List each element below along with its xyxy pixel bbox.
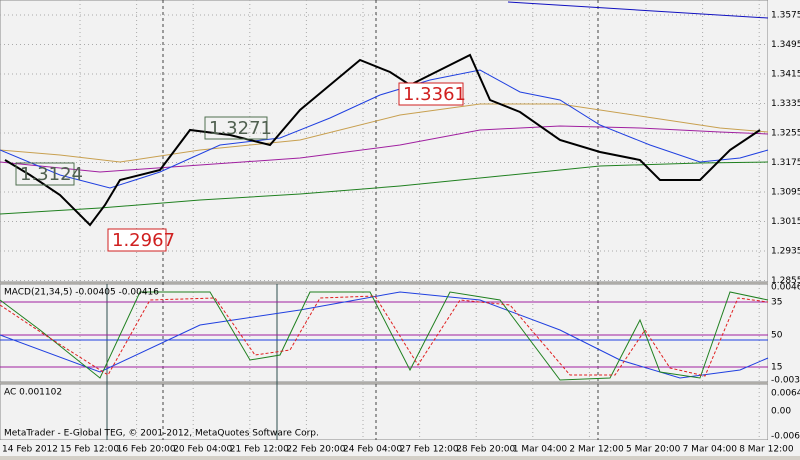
price-label: 1.2855 [771,276,800,286]
macd-axis-label: 15 [771,363,782,373]
time-label: 24 Feb 04:00 [343,445,402,455]
ac-label: AC 0.001102 [4,388,62,398]
macd-axis-label: -0.00386 [771,376,800,386]
price-path [4,53,761,227]
time-label: 2 Mar 12:00 [569,445,624,455]
macd-axis-label: 35 [771,298,782,308]
ac-axis-label: 0.00 [771,407,791,417]
price-label: 1.3575 [771,11,800,21]
price-annotation: 1.3361 [403,84,466,105]
time-label: 15 Feb 12:00 [60,445,119,455]
label-box [204,116,268,140]
axis-strip [768,0,800,456]
time-label: 1 Mar 04:00 [513,445,568,455]
stoch-signal [0,295,769,377]
ac-axis-label: 0.00642 [771,389,800,399]
price-label: 1.2935 [771,247,800,257]
copyright: MetaTrader - E-Global TEG, © 2001-2012, … [4,429,319,439]
label-box [398,82,464,106]
label-box [107,228,167,252]
price-label: 1.3255 [771,129,800,139]
time-strip [0,440,768,456]
time-label: 16 Feb 20:00 [117,445,176,455]
macd-label: MACD(21,34,5) -0.00405 -0.00416 [4,288,159,298]
ma-long [0,161,769,215]
stoch-main [0,291,769,381]
ac-axis-label: -0.00602 [771,432,800,442]
price-annotation: 1.3124 [20,164,83,185]
price-label: 1.3175 [771,158,800,168]
price-label: 1.3015 [771,217,800,227]
price-annotation: 1.2967 [112,230,175,251]
macd-axis-label: 50 [771,331,783,341]
ma-mid [0,125,769,173]
price-label: 1.3335 [771,99,800,109]
time-label: 7 Mar 04:00 [683,445,738,455]
label-box [15,162,75,186]
macd-axis-label: 0.00467 [771,283,800,293]
time-label: 14 Feb 2012 [2,445,58,455]
trend-line [507,1,769,19]
time-label: 28 Feb 20:00 [456,445,515,455]
time-label: 21 Feb 12:00 [230,445,289,455]
ma-slow [0,103,769,163]
time-label: 5 Mar 20:00 [626,445,681,455]
price-label: 1.3495 [771,40,800,50]
price-label: 1.3095 [771,188,800,198]
price-annotation: 1.3271 [209,118,272,139]
time-label: 20 Feb 04:00 [173,445,232,455]
price-label: 1.3415 [771,70,800,80]
time-label: 27 Feb 12:00 [400,445,459,455]
ac-pane [0,383,769,441]
time-label: 8 Mar 12:00 [739,445,794,455]
time-label: 22 Feb 20:00 [286,445,345,455]
ma-fast [0,69,769,189]
